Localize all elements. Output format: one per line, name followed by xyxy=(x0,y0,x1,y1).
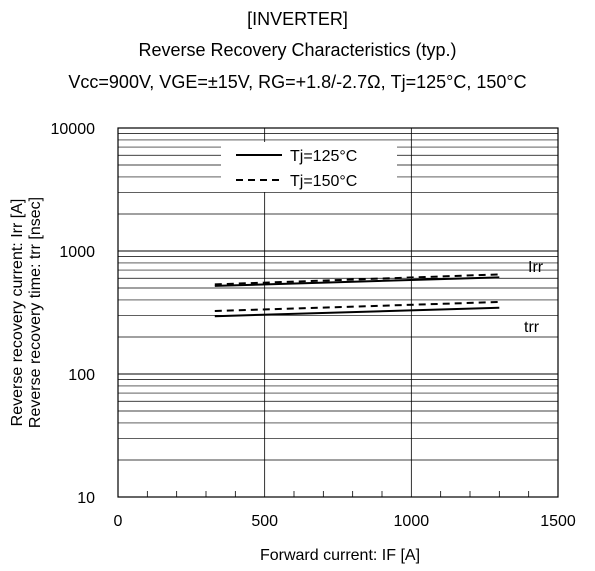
x-tick-label: 500 xyxy=(251,513,278,530)
x-tick-labels: 0 500 1000 1500 xyxy=(114,513,576,530)
legend-label-tj150: Tj=150°C xyxy=(290,173,357,190)
series-lines xyxy=(214,273,500,318)
y-tick-label: 1000 xyxy=(59,244,95,261)
chart-title-line-3: Vcc=900V, VGE=±15V, RG=+1.8/-2.7Ω, Tj=12… xyxy=(68,72,527,92)
x-tick-label: 0 xyxy=(114,513,123,530)
y-tick-label: 100 xyxy=(68,367,95,384)
legend-label-tj125: Tj=125°C xyxy=(290,148,357,165)
y-tick-label: 10000 xyxy=(51,121,96,138)
x-axis-label: Forward current: IF [A] xyxy=(260,547,420,564)
curve-label-irr: Irr xyxy=(528,259,544,276)
y-tick-label: 10 xyxy=(77,490,95,507)
y-tick-labels: 10 100 1000 10000 xyxy=(51,121,96,507)
x-tick-label: 1000 xyxy=(394,513,430,530)
y-axis-label-line-1: Reverse recovery current: Irr [A] xyxy=(9,199,26,427)
y-axis-label-line-2: Reverse recovery time: trr [nsec] xyxy=(27,197,44,428)
chart-title-line-2: Reverse Recovery Characteristics (typ.) xyxy=(138,40,457,60)
x-tick-label: 1500 xyxy=(540,513,576,530)
legend: Tj=125°C Tj=150°C xyxy=(221,142,397,192)
grid-lines xyxy=(118,128,558,497)
chart-title-line-1: [INVERTER] xyxy=(247,9,348,29)
curve-label-trr: trr xyxy=(524,319,540,336)
minor-ticks xyxy=(146,491,530,497)
series-line-irr-tj125 xyxy=(214,276,500,287)
plot-frame xyxy=(117,127,559,498)
legend-box xyxy=(221,142,397,192)
series-line-trr-tj125 xyxy=(214,306,500,318)
